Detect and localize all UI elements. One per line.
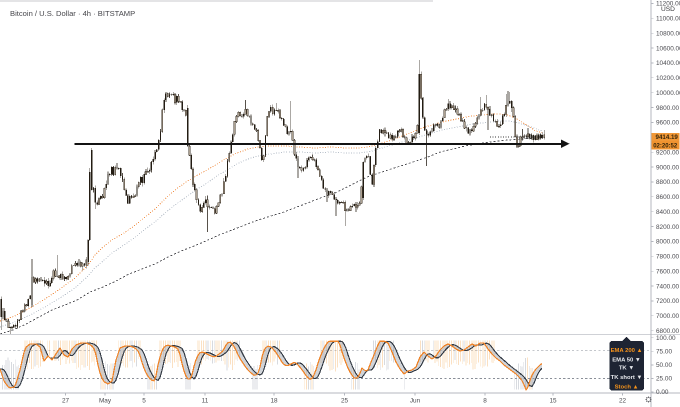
svg-text:7000.00: 7000.00 xyxy=(656,313,680,320)
svg-text:5: 5 xyxy=(142,397,146,404)
svg-text:9800.00: 9800.00 xyxy=(656,105,680,112)
svg-text:18: 18 xyxy=(270,397,278,404)
svg-text:100.00: 100.00 xyxy=(656,335,676,342)
svg-text:75.00: 75.00 xyxy=(656,349,672,356)
svg-text:7400.00: 7400.00 xyxy=(656,283,680,290)
svg-text:10600.00: 10600.00 xyxy=(656,45,680,52)
svg-text:25: 25 xyxy=(341,397,349,404)
svg-text:11: 11 xyxy=(202,397,209,404)
svg-text:EMA 50 ▼: EMA 50 ▼ xyxy=(612,358,641,364)
svg-text:9600.00: 9600.00 xyxy=(656,120,680,127)
svg-text:7800.00: 7800.00 xyxy=(656,254,680,261)
svg-text:TK short ▼: TK short ▼ xyxy=(611,375,643,381)
svg-text:10400.00: 10400.00 xyxy=(656,60,680,67)
svg-text:USD: USD xyxy=(661,6,675,13)
svg-text:02:20:52: 02:20:52 xyxy=(653,144,678,150)
svg-text:22: 22 xyxy=(619,397,627,404)
svg-text:27: 27 xyxy=(62,397,70,404)
svg-text:11200.00: 11200.00 xyxy=(656,1,680,8)
svg-text:Stoch ▲: Stoch ▲ xyxy=(615,384,639,390)
svg-text:8800.00: 8800.00 xyxy=(656,179,680,186)
svg-text:TK ▼: TK ▼ xyxy=(619,366,634,372)
svg-text:EMA 200 ▲: EMA 200 ▲ xyxy=(611,348,643,354)
svg-text:11000.00: 11000.00 xyxy=(656,16,680,23)
svg-text:10200.00: 10200.00 xyxy=(656,75,680,82)
svg-text:15: 15 xyxy=(549,397,557,404)
svg-text:9414.19: 9414.19 xyxy=(656,134,679,141)
svg-text:8000.00: 8000.00 xyxy=(656,239,680,246)
svg-text:0.00: 0.00 xyxy=(656,389,669,396)
svg-text:6800.00: 6800.00 xyxy=(656,328,680,335)
svg-text:25.00: 25.00 xyxy=(656,376,672,383)
svg-text:7600.00: 7600.00 xyxy=(656,268,680,275)
svg-text:Bitcoin / U.S. Dollar · 4h · B: Bitcoin / U.S. Dollar · 4h · BITSTAMP xyxy=(10,9,135,18)
svg-text:9200.00: 9200.00 xyxy=(656,149,680,156)
svg-text:Jun: Jun xyxy=(410,397,421,404)
svg-text:10000.00: 10000.00 xyxy=(656,90,680,97)
svg-text:10800.00: 10800.00 xyxy=(656,30,680,37)
svg-text:8600.00: 8600.00 xyxy=(656,194,680,201)
svg-text:9000.00: 9000.00 xyxy=(656,164,680,171)
svg-text:8400.00: 8400.00 xyxy=(656,209,680,216)
svg-text:8200.00: 8200.00 xyxy=(656,224,680,231)
svg-text:8: 8 xyxy=(483,397,487,404)
svg-text:50.00: 50.00 xyxy=(656,362,672,369)
svg-text:7200.00: 7200.00 xyxy=(656,298,680,305)
svg-text:May: May xyxy=(99,397,112,404)
